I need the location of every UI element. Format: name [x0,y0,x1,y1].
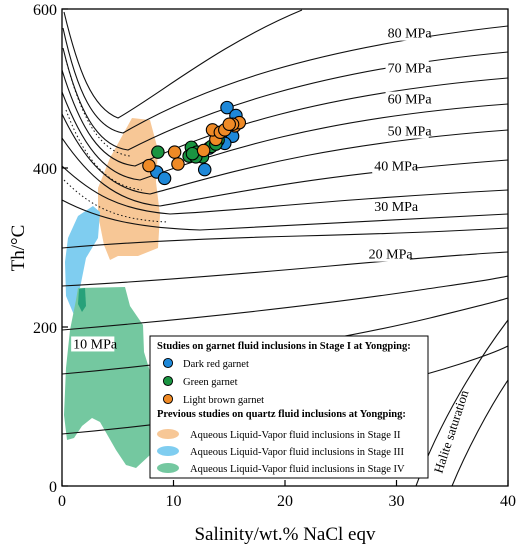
legend-heading-quartz: Previous studies on quartz fluid inclusi… [157,409,406,420]
isobar-label: 30 MPa [374,200,419,215]
x-tick-label: 0 [58,493,66,510]
region-layer [64,118,160,468]
data-point-green-garnet [185,146,200,161]
isobar-label-bg [366,246,410,262]
isobar-curve-dotted [65,109,143,191]
isobar-label-bg [385,91,429,107]
isobar-label-bg [372,198,416,214]
y-axis-label: Th/°C [8,225,29,272]
legend-marker-dark-red-garnet [162,357,174,369]
isobar-label-bg [385,123,429,139]
legend-label-dark-red-garnet: Dark red garnet [183,359,249,370]
data-point-light-brown-garnet [222,117,237,132]
isobar-label-bg [385,60,429,76]
halite-saturation-curve-2 [451,379,509,487]
legend-heading-garnet: Studies on garnet fluid inclusions in St… [157,341,411,352]
isobar-label: 40 MPa [374,159,419,174]
legend-marker-green-garnet [162,375,174,387]
data-point-dark-red-garnet [197,162,212,177]
isobar-labels: 80 MPa 70 MPa 60 MPa 50 MPa 40 MPa 30 MPa 20 M… [71,25,433,352]
isobar-curve [62,25,508,134]
legend-label-stage-iv: Aqueous Liquid-Vapor fluid inclusions in… [190,464,405,475]
legend-swatch-stage-iii [157,446,179,456]
data-point-light-brown-garnet [167,145,182,159]
legend-swatch-stage-iv [157,463,179,473]
legend-box [149,335,429,479]
isobar-curve [62,227,508,249]
y-tick-label: 0 [49,479,57,496]
legend-marker-light-brown-garnet [162,393,174,405]
isobar-curve [62,113,508,195]
isobar-label: 70 MPa [388,62,433,77]
halite-saturation-label: Halite saturation [431,388,472,475]
isobar-curve [62,275,508,331]
isobar-label-bg [71,336,115,352]
data-point-light-brown-garnet [171,157,185,171]
data-point-dark-red-garnet [220,100,234,115]
legend-label-light-brown-garnet: Light brown garnet [183,395,264,406]
legend-label-stage-iii: Aqueous Liquid-Vapor fluid inclusions in… [190,447,405,458]
x-tick-label: 10 [166,493,182,510]
isobar-curve [62,47,508,151]
y-tick-label: 600 [33,2,57,19]
legend-label-stage-ii: Aqueous Liquid-Vapor fluid inclusions in… [190,430,401,441]
isobar-curve [63,9,303,119]
isobar-label: 50 MPa [388,124,433,139]
region-stage-iv [64,287,152,468]
x-tick-label: 30 [389,493,405,510]
y-tick-label: 400 [33,161,57,178]
isobar-label: 80 MPa [388,27,433,42]
isobar-curve [62,165,508,215]
x-axis-label: Salinity/wt.% NaCl eqv [194,524,376,545]
data-points [142,100,247,186]
data-point-light-brown-garnet [196,143,211,158]
legend: Studies on garnet fluid inclusions in St… [149,335,429,479]
isobar-layer [62,9,508,435]
legend-swatch-stage-ii [157,429,179,439]
isobar-curve [62,199,508,231]
isobar-label: 10 MPa [73,337,118,352]
data-point-green-garnet [151,145,165,159]
x-tick-label: 20 [277,493,293,510]
y-tick-label: 200 [33,320,57,337]
isobar-curve-dotted [63,179,169,223]
region-stage-iv-patch [78,288,86,312]
isobar-label: 20 MPa [369,248,414,263]
x-tick-label: 40 [500,493,516,510]
data-point-light-brown-garnet [142,158,156,173]
isobar-label-bg [385,25,429,41]
isobar-label-bg [372,158,416,174]
legend-label-green-garnet: Green garnet [183,377,238,388]
isobar-curve [62,251,508,287]
isobar-label: 60 MPa [388,93,433,108]
data-point-dark-red-garnet [157,171,172,186]
region-stage-iii [65,206,100,317]
